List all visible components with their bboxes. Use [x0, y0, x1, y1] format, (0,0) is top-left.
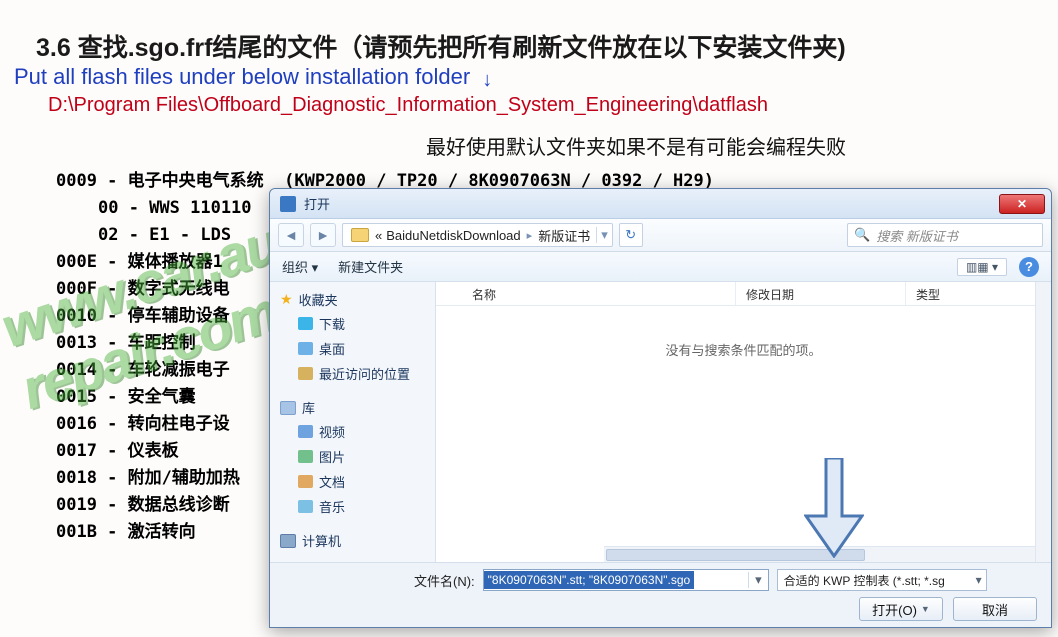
view-mode-button[interactable]: ▥▦ ▾ — [957, 258, 1007, 276]
open-button[interactable]: 打开(O) ▼ — [859, 597, 943, 621]
close-button[interactable]: ✕ — [999, 194, 1045, 214]
search-input[interactable]: 🔍 搜索 新版证书 — [847, 223, 1043, 247]
subtitle-english: Put all flash files under below installa… — [0, 64, 1058, 92]
filter-text: 合适的 KWP 控制表 (*.stt; *.sg — [784, 572, 945, 589]
sidebar-computer-header[interactable]: 计算机 — [280, 529, 435, 552]
install-path: D:\Program Files\Offboard_Diagnostic_Inf… — [0, 92, 1058, 117]
file-open-dialog: 打开 ✕ ◄ ► « BaiduNetdiskDownload ▸ 新版证书 ▾… — [269, 188, 1052, 628]
dialog-nav: ◄ ► « BaiduNetdiskDownload ▸ 新版证书 ▾ ↻ 🔍 … — [270, 219, 1051, 252]
sidebar-item[interactable]: 最近访问的位置 — [280, 361, 435, 386]
dialog-sidebar: ★ 收藏夹 下载桌面最近访问的位置 库 视频图片文档音乐 计算机 — [270, 282, 436, 562]
sidebar-item-label: 音乐 — [319, 497, 345, 516]
search-icon: 🔍 — [854, 227, 870, 243]
dialog-footer: 文件名(N): "8K0907063N".stt; "8K0907063N".s… — [270, 562, 1051, 626]
sidebar-lib-label: 库 — [302, 398, 315, 417]
new-folder-button[interactable]: 新建文件夹 — [338, 257, 403, 276]
dialog-content: 名称 修改日期 类型 没有与搜索条件匹配的项。 — [436, 282, 1051, 562]
column-headers: 名称 修改日期 类型 — [436, 282, 1051, 306]
help-button[interactable]: ? — [1019, 257, 1039, 277]
filename-input[interactable]: "8K0907063N".stt; "8K0907063N".sgo ▾ — [483, 569, 769, 591]
folder-icon — [351, 228, 369, 242]
crumb-sep1: « — [373, 228, 384, 243]
sidebar-favorites-header[interactable]: ★ 收藏夹 — [280, 288, 435, 311]
dialog-titlebar: 打开 ✕ — [270, 189, 1051, 219]
sidebar-item[interactable]: 文档 — [280, 469, 435, 494]
sidebar-item-label: 下载 — [319, 314, 345, 333]
refresh-button[interactable]: ↻ — [619, 223, 643, 247]
crumb-2[interactable]: 新版证书 — [536, 226, 592, 245]
filename-label: 文件名(N): — [284, 571, 475, 590]
star-icon: ★ — [280, 291, 293, 308]
filetype-filter[interactable]: 合适的 KWP 控制表 (*.stt; *.sg ▾ — [777, 569, 987, 591]
dialog-title: 打开 — [304, 194, 330, 213]
sidebar-item[interactable]: 图片 — [280, 444, 435, 469]
sidebar-item-icon — [298, 500, 313, 513]
sidebar-item-icon — [298, 475, 313, 488]
sidebar-item-icon — [298, 450, 313, 463]
sidebar-item[interactable]: 桌面 — [280, 336, 435, 361]
app-icon — [280, 196, 296, 212]
subtitle-en-text: Put all flash files under below installa… — [14, 64, 470, 89]
dialog-toolbar: 组织 ▾ 新建文件夹 ▥▦ ▾ ? — [270, 252, 1051, 282]
sidebar-item[interactable]: 视频 — [280, 419, 435, 444]
library-icon — [280, 401, 296, 415]
sidebar-item-label: 文档 — [319, 472, 345, 491]
empty-message: 没有与搜索条件匹配的项。 — [436, 340, 1051, 359]
sidebar-pc-label: 计算机 — [302, 531, 341, 550]
sidebar-item-label: 最近访问的位置 — [319, 364, 410, 383]
crumb-sep2: ▸ — [523, 229, 537, 242]
open-caret-icon: ▼ — [921, 604, 930, 614]
breadcrumb[interactable]: « BaiduNetdiskDownload ▸ 新版证书 ▾ — [342, 223, 613, 247]
filter-dropdown[interactable]: ▾ — [970, 573, 982, 587]
col-name[interactable]: 名称 — [436, 282, 736, 305]
sidebar-item-icon — [298, 342, 313, 355]
sidebar-item-icon — [298, 425, 313, 438]
filename-dropdown[interactable]: ▾ — [748, 572, 768, 588]
warning-note: 最好使用默认文件夹如果不是有可能会编程失败 — [0, 117, 1058, 164]
sidebar-item-icon — [298, 367, 313, 380]
sidebar-fav-label: 收藏夹 — [299, 290, 338, 309]
nav-back-button[interactable]: ◄ — [278, 223, 304, 247]
nav-forward-button[interactable]: ► — [310, 223, 336, 247]
pointer-arrow-icon — [804, 458, 864, 558]
arrow-down-icon: ↓ — [482, 69, 492, 92]
crumb-dropdown[interactable]: ▾ — [596, 227, 608, 243]
col-type[interactable]: 类型 — [906, 282, 1051, 305]
sidebar-item-label: 视频 — [319, 422, 345, 441]
filename-value: "8K0907063N".stt; "8K0907063N".sgo — [484, 571, 695, 589]
sidebar-item-icon — [298, 317, 313, 330]
col-date[interactable]: 修改日期 — [736, 282, 906, 305]
organize-menu[interactable]: 组织 ▾ — [282, 257, 318, 276]
vertical-scrollbar[interactable] — [1035, 282, 1051, 562]
sidebar-item-label: 桌面 — [319, 339, 345, 358]
sidebar-item[interactable]: 下载 — [280, 311, 435, 336]
sidebar-library-header[interactable]: 库 — [280, 396, 435, 419]
computer-icon — [280, 534, 296, 548]
sidebar-item-label: 图片 — [319, 447, 345, 466]
crumb-1[interactable]: BaiduNetdiskDownload — [384, 228, 522, 243]
section-heading: 3.6 查找.sgo.frf结尾的文件（请预先把所有刷新文件放在以下安装文件夹) — [0, 0, 1058, 64]
open-button-label: 打开(O) — [872, 600, 917, 619]
sidebar-item[interactable]: 音乐 — [280, 494, 435, 519]
cancel-button[interactable]: 取消 — [953, 597, 1037, 621]
search-placeholder: 搜索 新版证书 — [876, 226, 958, 245]
